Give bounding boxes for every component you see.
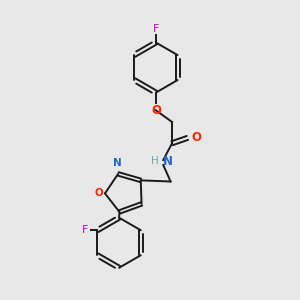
Text: N: N — [163, 155, 173, 168]
Text: O: O — [94, 188, 103, 198]
Text: O: O — [151, 104, 161, 117]
Text: O: O — [191, 131, 201, 144]
Text: F: F — [153, 24, 159, 34]
Text: H: H — [151, 157, 159, 166]
Text: F: F — [82, 225, 88, 235]
Text: N: N — [113, 158, 122, 168]
